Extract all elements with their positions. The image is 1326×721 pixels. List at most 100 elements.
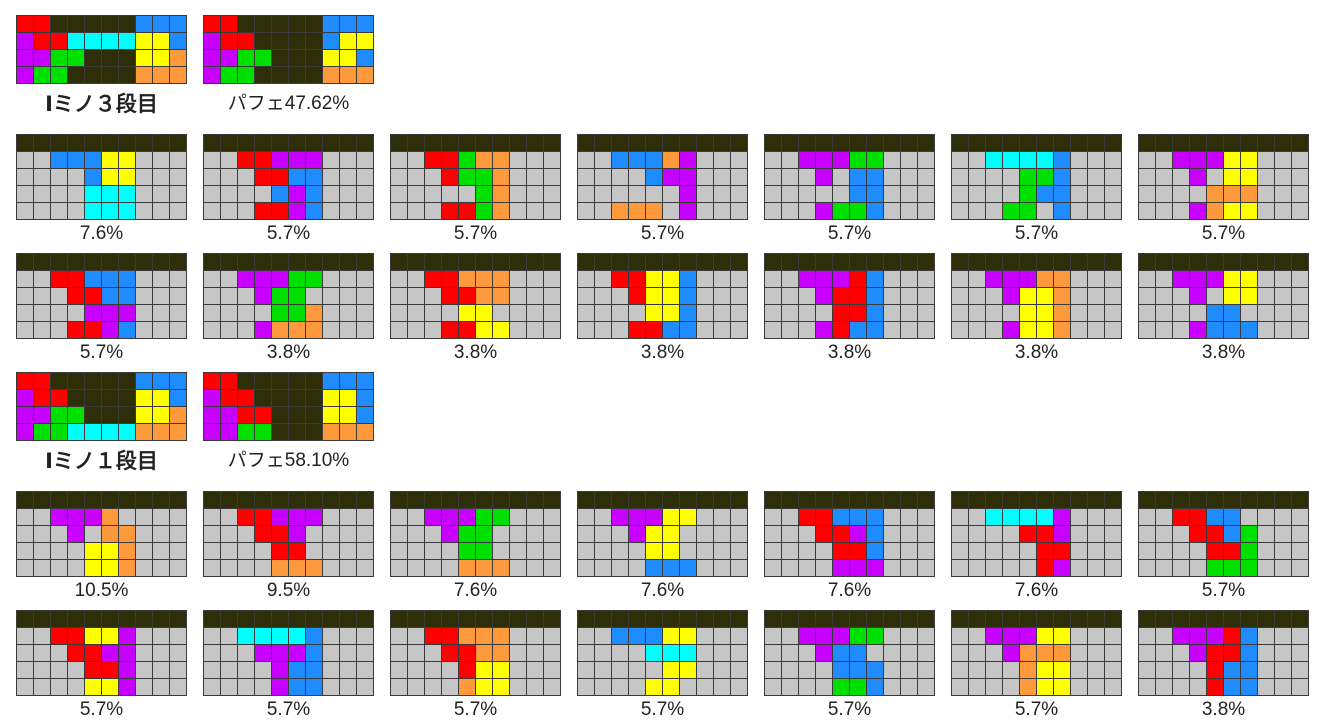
cell [1172,253,1190,271]
cell [322,525,340,543]
cell [305,661,323,679]
cell [356,270,374,288]
cell [1274,525,1292,543]
cell [1053,202,1071,220]
cell [900,678,918,696]
cell [16,321,34,339]
cell [254,508,272,526]
cell [305,627,323,645]
cell [781,151,799,169]
cell [288,508,306,526]
cell [951,202,969,220]
cell [33,151,51,169]
cell [1002,661,1020,679]
cell [764,542,782,560]
cell [577,508,595,526]
cell [1070,491,1088,509]
cell [152,542,170,560]
cell [475,542,493,560]
cell [543,202,561,220]
cell [475,134,493,152]
cell [594,202,612,220]
cell [271,32,289,50]
cell [781,253,799,271]
cell [1257,678,1275,696]
cell [866,185,884,203]
cell [594,287,612,305]
cell [645,508,663,526]
cell [1036,559,1054,577]
cell [441,542,459,560]
cell [1172,321,1190,339]
cell [764,151,782,169]
cell [1291,151,1309,169]
cell [815,304,833,322]
cell [849,491,867,509]
cell [271,372,289,390]
cell [509,542,527,560]
probability-label: 5.7% [1201,223,1246,244]
cell [985,491,1003,509]
cell [713,610,731,628]
cell [543,644,561,662]
cell [203,559,221,577]
cell [1104,627,1122,645]
cell [1257,134,1275,152]
cell [271,389,289,407]
cell [645,270,663,288]
cell [458,542,476,560]
cell [67,559,85,577]
cell [203,542,221,560]
cell [1138,287,1156,305]
cell [1240,491,1258,509]
cell [1223,644,1241,662]
cell [696,304,714,322]
cell [951,134,969,152]
cell [390,202,408,220]
cell [1223,202,1241,220]
cell [577,253,595,271]
cell [1155,304,1173,322]
cell [951,185,969,203]
cell [1036,270,1054,288]
cell [662,627,680,645]
cell [390,151,408,169]
cell [220,32,238,50]
cell [322,66,340,84]
cell [1172,185,1190,203]
cell [424,678,442,696]
cell [832,661,850,679]
cell [492,202,510,220]
cell [832,151,850,169]
cell [900,287,918,305]
cell [1070,253,1088,271]
cell [203,610,221,628]
cell [526,253,544,271]
cell [1070,321,1088,339]
cell [1257,304,1275,322]
cell [305,287,323,305]
probability-label: 5.7% [79,699,124,720]
cell [1138,270,1156,288]
cell [662,644,680,662]
cell [526,202,544,220]
cell [1019,287,1037,305]
cell [475,253,493,271]
cell [458,151,476,169]
cell [1155,185,1173,203]
cell [492,168,510,186]
cell [1257,202,1275,220]
probability-label: 5.7% [640,699,685,720]
cell [1189,287,1207,305]
cell [288,627,306,645]
cell [322,491,340,509]
cell [730,202,748,220]
cell [390,270,408,288]
variation-board [951,253,1122,339]
cell [16,678,34,696]
cell [492,525,510,543]
cell [254,372,272,390]
cell [1087,287,1105,305]
cell [492,134,510,152]
probability-label: 7.6% [827,580,872,601]
